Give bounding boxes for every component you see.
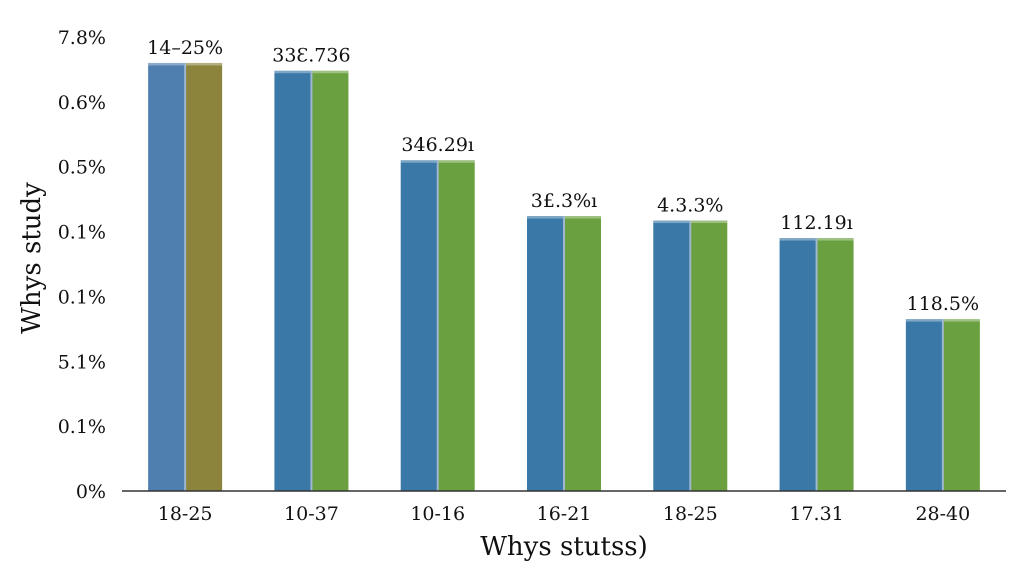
bar [437,160,475,491]
y-tick-label: 0.1% [58,416,106,438]
bar-cap [653,220,691,224]
data-label: 3£.3%ı [531,190,597,212]
bar-cap [690,220,728,224]
y-tick-label: 0.1% [58,286,106,308]
data-label: 33Ɛ.736 [272,45,350,67]
data-label: 14–25% [147,37,223,59]
bar [905,319,943,491]
bar-cap [311,70,349,74]
bar-cap [437,160,475,163]
bar-cap [185,62,223,66]
bar [527,216,564,491]
bar-group [779,238,854,491]
bar-cap [816,238,854,241]
y-axis-title: Whys study [17,182,47,334]
y-tick-label: 5.1% [58,351,106,373]
x-tick-label: 10-37 [284,503,339,525]
y-tick-label: 0.5% [58,157,106,179]
x-tick-label: 18-25 [663,503,718,525]
bars [148,62,980,492]
x-axis-ticks: 18-25 10-37 10-16 16-21 18-25 17.31 28-40 [158,503,970,525]
bar-cap [148,62,186,66]
x-axis-title: Whys stutss) [480,532,648,562]
bar [311,70,349,492]
bar-cap [527,216,564,219]
bar [653,220,691,491]
data-label: 118.5% [907,293,979,315]
bar [942,319,980,491]
bar-cap [274,70,312,74]
bar-group [527,216,601,491]
bar-group [905,319,980,491]
bar-group [274,70,349,492]
x-tick-label: 28-40 [915,503,970,525]
data-label: 4.3.3% [657,195,723,217]
x-tick-label: 18-25 [158,503,213,525]
x-tick-label: 10-16 [410,503,465,525]
bar-group [148,62,223,491]
bar [564,216,601,491]
bar [274,70,312,492]
bar [148,62,186,491]
bar [185,62,223,491]
bar [779,238,817,491]
y-tick-label: 0% [76,481,106,503]
bar-cap [400,160,438,163]
y-tick-label: 7.8% [58,27,106,49]
bar [690,220,728,491]
bar-cap [905,319,943,322]
bar-group [653,220,728,491]
data-label: 346.29ı [401,134,474,156]
x-tick-label: 17.31 [789,503,843,525]
y-axis-ticks: 0% 0.1% 5.1% 0.1% 0.1% 0.5% 0.6% 7.8% [58,27,106,503]
data-labels: 14–25% 33Ɛ.736 346.29ı 3£.3%ı 4.3.3% 112.19ı 1… [147,37,979,315]
data-label: 112.19ı [780,212,853,234]
bar-cap [779,238,817,241]
y-tick-label: 0.6% [58,92,106,114]
bar-group [400,160,475,491]
bar-cap [564,216,601,219]
bar [400,160,438,491]
bar-cap [942,319,980,322]
y-tick-label: 0.1% [58,222,106,244]
x-tick-label: 16-21 [537,503,592,525]
bar [816,238,854,491]
